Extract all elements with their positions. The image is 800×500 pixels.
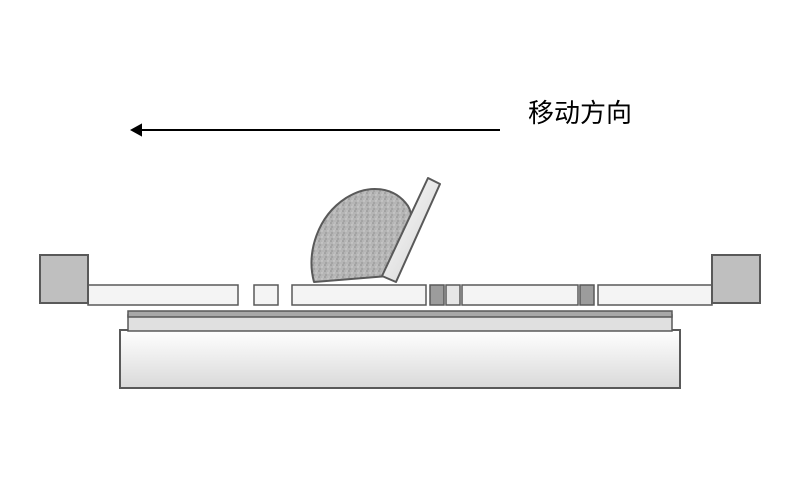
direction-arrow [130, 123, 500, 136]
rail-strip [88, 285, 712, 305]
base-block [120, 330, 680, 388]
direction-label: 移动方向 [528, 98, 632, 128]
plate-layers [128, 311, 672, 331]
